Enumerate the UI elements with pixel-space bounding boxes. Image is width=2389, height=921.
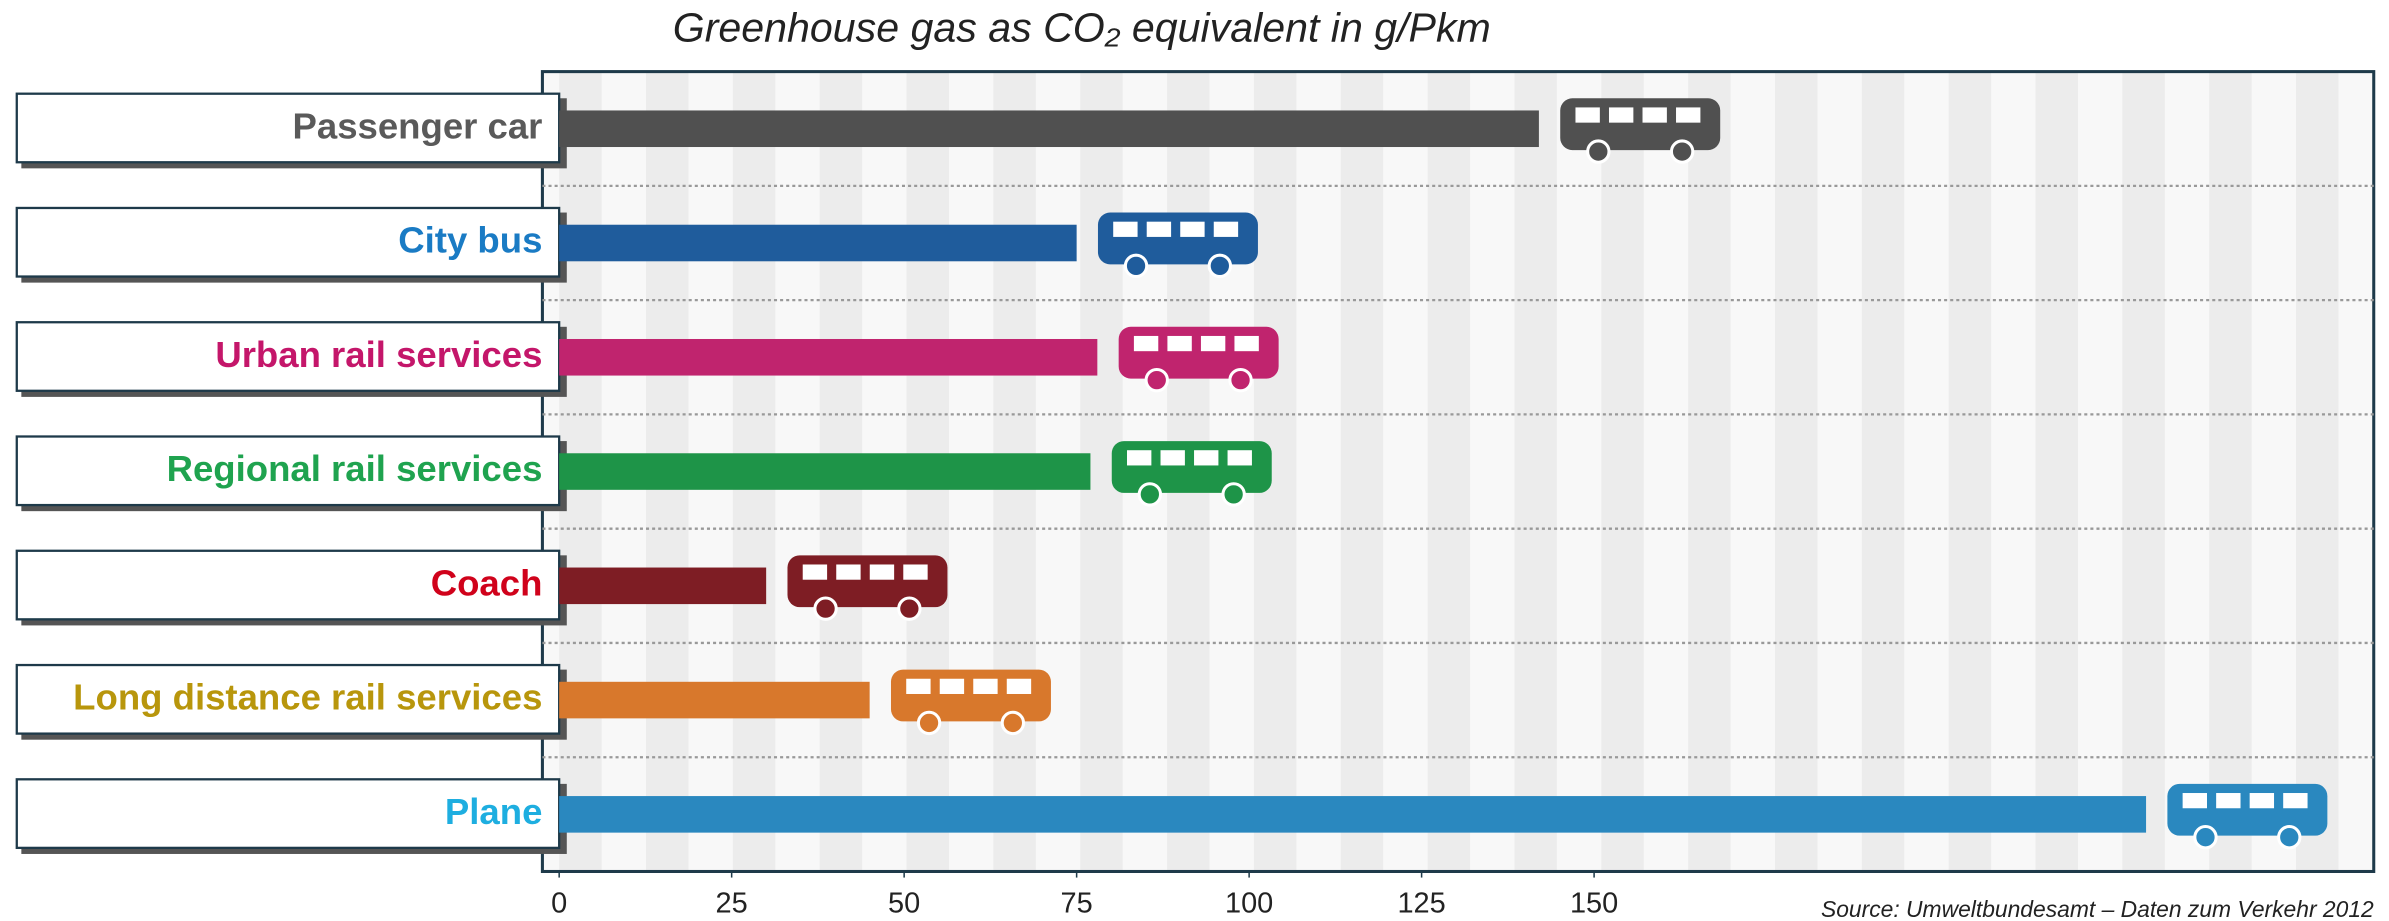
vehicle-wheel (1228, 367, 1253, 393)
vehicle-window (1575, 107, 1600, 123)
vehicle-window (939, 678, 965, 694)
vehicle-window (802, 564, 828, 580)
vehicle-window (1200, 335, 1226, 352)
category-label: Regional rail services (167, 448, 543, 489)
vehicle-window (1676, 107, 1701, 123)
chart-title: Greenhouse gas as CO₂ equivalent in g/Pk… (673, 4, 1491, 50)
bar (559, 110, 1539, 148)
vehicle-window (903, 564, 928, 580)
vehicle-window (1227, 450, 1252, 466)
vehicle-window (1167, 335, 1192, 352)
x-tick-label: 100 (1225, 888, 1273, 920)
category-label: Coach (431, 562, 543, 603)
vehicle-window (1006, 678, 1032, 694)
vehicle-window (1180, 221, 1205, 237)
vehicle-window (973, 678, 998, 694)
vehicle-window (1146, 221, 1172, 237)
bar (559, 796, 2147, 833)
label-box (15, 206, 561, 278)
label-box (15, 321, 561, 392)
bar (559, 567, 767, 605)
bar (559, 453, 1091, 490)
vehicle-icon (1097, 212, 1258, 265)
vehicle-window (2249, 793, 2275, 809)
vehicle-window (1234, 335, 1259, 352)
vehicle-wheel (2193, 825, 2218, 850)
vehicle-icon (1111, 441, 1272, 493)
vehicle-icon (1118, 326, 1279, 379)
vehicle-wheel (2277, 825, 2302, 850)
x-tick-label: 50 (888, 888, 920, 920)
vehicle-window (2216, 793, 2241, 809)
vehicle-wheel (1123, 253, 1149, 279)
category-label: Passenger car (293, 105, 543, 146)
vehicle-wheel (897, 596, 922, 621)
vehicle-window (906, 678, 931, 694)
x-tick-label: 150 (1570, 888, 1618, 920)
vehicle-wheel (1137, 482, 1163, 507)
vehicle-wheel (1586, 139, 1611, 164)
vehicle-wheel (1144, 367, 1169, 393)
x-tick-label: 0 (551, 888, 567, 920)
vehicle-window (2283, 793, 2308, 809)
vehicle-icon (1560, 98, 1721, 151)
bar (559, 338, 1098, 376)
vehicle-window (1213, 221, 1239, 237)
category-label: Plane (445, 791, 543, 832)
vehicle-icon (890, 669, 1051, 722)
vehicle-window (836, 564, 861, 580)
category-label: City bus (398, 220, 542, 261)
label-box (15, 778, 561, 850)
x-tick-label: 125 (1397, 888, 1445, 920)
category-label: Urban rail services (215, 334, 542, 375)
vehicle-window (1113, 221, 1138, 237)
vehicle-window (1133, 335, 1159, 352)
vehicle-window (1194, 450, 1219, 466)
vehicle-icon (787, 555, 948, 608)
category-label: Long distance rail services (73, 677, 542, 718)
vehicle-window (1126, 450, 1152, 466)
bar (559, 681, 870, 719)
vehicle-window (1160, 450, 1185, 466)
vehicle-wheel (1669, 139, 1695, 164)
vehicle-wheel (916, 710, 942, 736)
x-tick-label: 25 (716, 888, 748, 920)
vehicle-window (1642, 107, 1667, 123)
label-box (15, 549, 561, 621)
x-tick-label: 75 (1061, 888, 1093, 920)
vehicle-wheel (813, 596, 838, 621)
vehicle-wheel (1000, 710, 1026, 736)
label-box (15, 92, 561, 164)
vehicle-window (2182, 793, 2208, 809)
source-note: Source: Umweltbundesamt – Daten zum Verk… (1821, 896, 2374, 921)
bar (559, 224, 1077, 262)
vehicle-wheel (1221, 482, 1246, 507)
vehicle-window (869, 564, 895, 580)
vehicle-icon (2167, 783, 2328, 836)
vehicle-window (1608, 107, 1634, 123)
label-box (15, 663, 561, 735)
vehicle-wheel (1207, 253, 1233, 279)
